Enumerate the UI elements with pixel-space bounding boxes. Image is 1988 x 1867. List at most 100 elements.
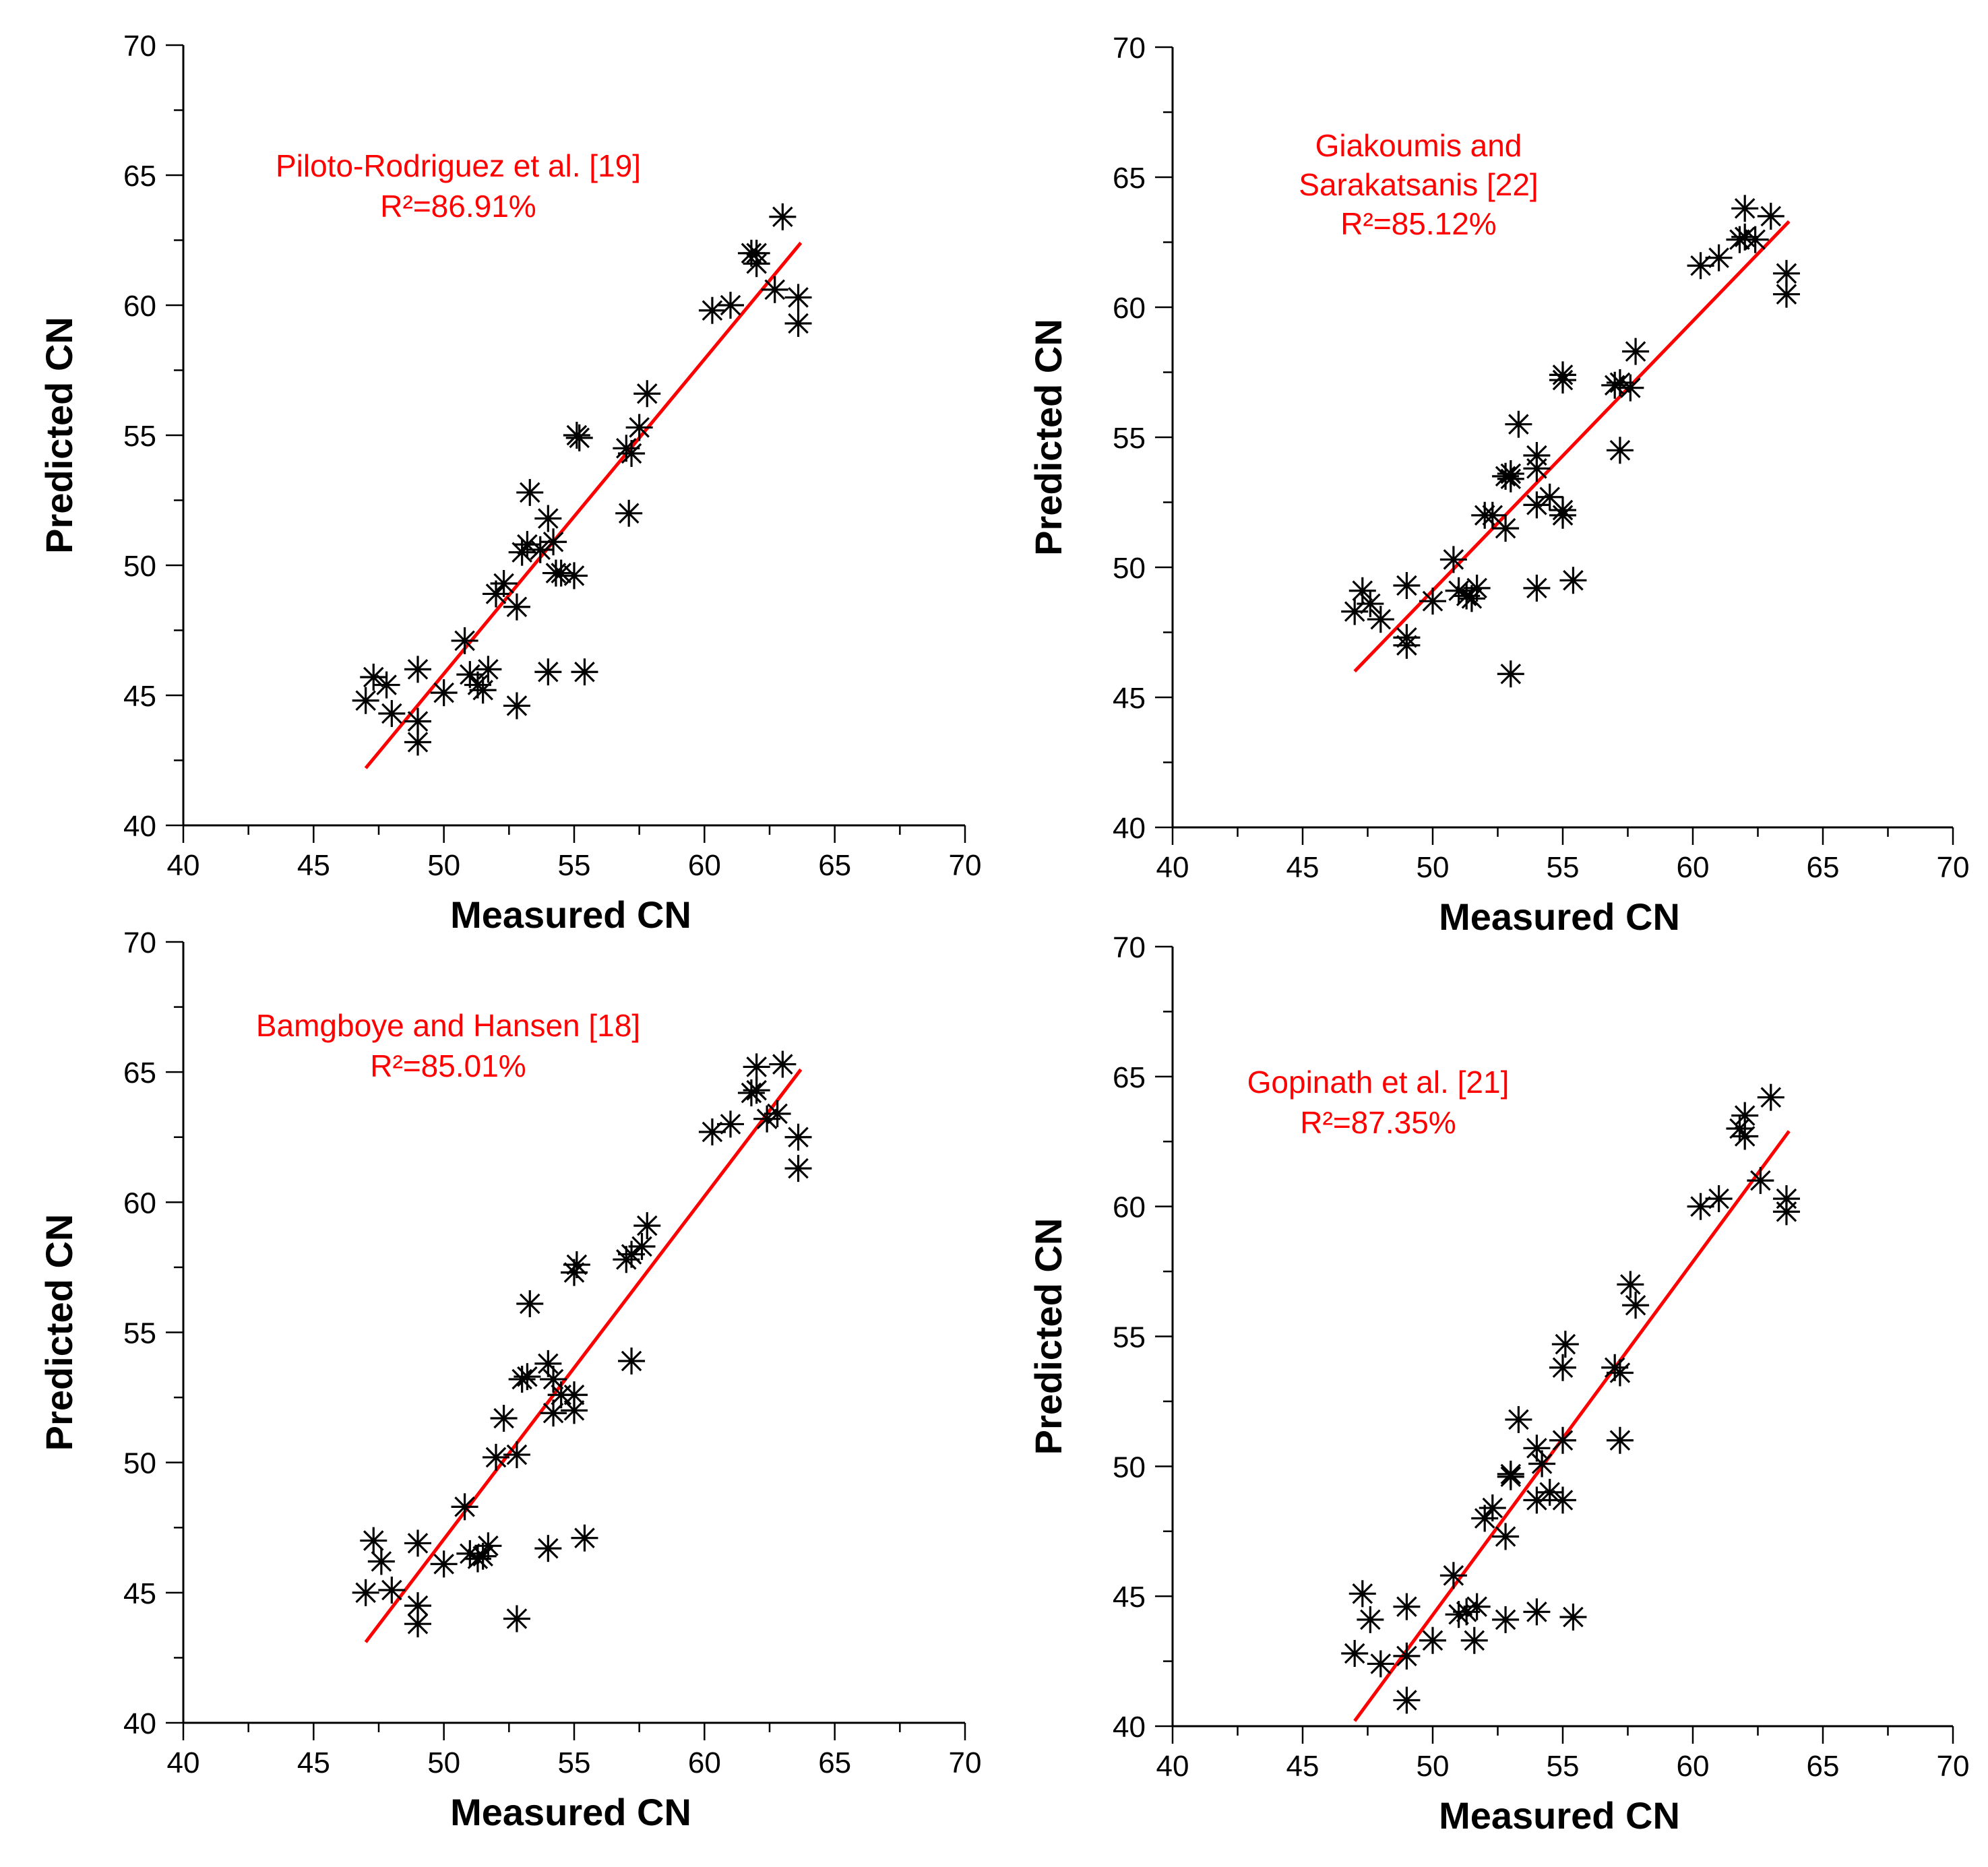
y-tick-label: 45 bbox=[1113, 1581, 1146, 1614]
data-point bbox=[717, 1110, 744, 1138]
x-tick-label: 65 bbox=[818, 849, 851, 882]
x-axis-title: Measured CN bbox=[1439, 895, 1680, 938]
data-point bbox=[1523, 1598, 1551, 1626]
data-point bbox=[1497, 1460, 1524, 1488]
regression-line bbox=[1353, 220, 1791, 673]
annotation-line: R²=87.35% bbox=[1300, 1105, 1456, 1140]
data-point bbox=[1523, 455, 1551, 482]
data-point bbox=[1492, 1523, 1520, 1550]
y-tick-label: 60 bbox=[1113, 292, 1146, 325]
y-tick-label: 40 bbox=[123, 810, 156, 843]
data-point bbox=[451, 627, 478, 654]
data-point bbox=[1367, 1650, 1394, 1678]
data-point bbox=[534, 505, 562, 532]
y-axis-title: Predicted CN bbox=[38, 317, 80, 554]
data-point bbox=[1549, 361, 1576, 389]
data-point bbox=[1523, 574, 1551, 602]
y-tick-label: 70 bbox=[123, 926, 156, 959]
y-tick-label: 70 bbox=[1113, 931, 1146, 964]
data-point bbox=[1731, 1122, 1759, 1150]
data-point bbox=[514, 531, 541, 559]
data-point bbox=[1393, 572, 1421, 600]
panel-gopinath: 40 45 50 55 60 65 70 40 45 50 55 60 65 70 Measured CN P… bbox=[1027, 931, 1969, 1837]
regression-line bbox=[364, 1068, 803, 1643]
data-point bbox=[483, 580, 509, 608]
data-point bbox=[1460, 1626, 1488, 1654]
x-tick-label: 40 bbox=[1156, 1750, 1189, 1783]
data-point bbox=[1747, 1167, 1774, 1195]
y-tick-label: 50 bbox=[1113, 1451, 1146, 1484]
data-point bbox=[1471, 1505, 1499, 1532]
regression-line bbox=[364, 241, 803, 769]
data-point bbox=[404, 1529, 431, 1557]
panel-giakoumis-sarakatsanis: 40 45 50 55 60 65 70 40 45 50 55 60 65 70 Measured CN P… bbox=[1027, 32, 1969, 938]
data-point bbox=[784, 1123, 812, 1151]
data-point bbox=[367, 1548, 395, 1575]
data-point bbox=[743, 1077, 770, 1104]
data-point bbox=[633, 380, 661, 408]
x-tick-label: 50 bbox=[427, 849, 460, 882]
y-tick-label: 50 bbox=[123, 1447, 156, 1480]
data-point bbox=[1348, 1580, 1376, 1608]
x-tick-label: 45 bbox=[1286, 851, 1319, 884]
x-tick-label: 45 bbox=[297, 849, 330, 882]
data-point bbox=[404, 1592, 431, 1620]
x-tick-label: 40 bbox=[1156, 851, 1189, 884]
data-point bbox=[1606, 437, 1634, 464]
data-point bbox=[469, 1542, 497, 1570]
data-point bbox=[571, 658, 598, 686]
data-point bbox=[1705, 244, 1733, 272]
annotation-line: Bamgboye and Hansen [18] bbox=[256, 1008, 640, 1043]
y-tick-label: 65 bbox=[123, 160, 156, 193]
data-point bbox=[784, 284, 812, 311]
y-tick-label: 65 bbox=[1113, 1061, 1146, 1094]
y-tick-label: 40 bbox=[1113, 812, 1146, 845]
data-point bbox=[769, 1050, 797, 1078]
x-tick-label: 55 bbox=[1547, 1750, 1580, 1783]
x-tick-label: 65 bbox=[818, 1746, 851, 1779]
data-point bbox=[483, 1443, 509, 1471]
data-point bbox=[563, 422, 590, 449]
data-point bbox=[451, 1493, 478, 1521]
x-tick-label: 50 bbox=[1417, 851, 1450, 884]
data-point bbox=[1559, 1604, 1587, 1631]
data-point bbox=[1393, 1642, 1421, 1670]
data-point bbox=[1551, 1331, 1579, 1358]
data-point bbox=[378, 700, 406, 728]
data-point bbox=[1622, 1292, 1650, 1319]
x-tick-label: 65 bbox=[1807, 851, 1840, 884]
y-tick-label: 60 bbox=[123, 1186, 156, 1220]
data-point bbox=[769, 203, 797, 230]
data-point bbox=[1772, 280, 1800, 308]
y-tick-label: 55 bbox=[1113, 422, 1146, 455]
x-tick-label: 70 bbox=[1937, 1750, 1970, 1783]
x-tick-label: 55 bbox=[558, 849, 591, 882]
data-point bbox=[503, 692, 530, 720]
data-point bbox=[571, 1524, 598, 1552]
data-point bbox=[764, 1100, 791, 1127]
data-point bbox=[514, 1363, 541, 1391]
x-tick-label: 45 bbox=[297, 1746, 330, 1779]
data-point bbox=[1523, 491, 1551, 519]
x-tick-label: 60 bbox=[1677, 1750, 1710, 1783]
data-point bbox=[1757, 202, 1784, 230]
data-point bbox=[1458, 585, 1485, 612]
data-point bbox=[1523, 1486, 1551, 1514]
data-point bbox=[404, 728, 431, 756]
x-tick-label: 65 bbox=[1807, 1750, 1840, 1783]
y-axis-title: Predicted CN bbox=[1027, 1218, 1069, 1455]
data-point bbox=[615, 499, 643, 527]
data-point bbox=[561, 1381, 588, 1409]
y-tick-label: 55 bbox=[123, 1317, 156, 1350]
data-point bbox=[1606, 1359, 1634, 1387]
data-point bbox=[1367, 606, 1394, 633]
y-tick-label: 55 bbox=[123, 420, 156, 453]
data-point bbox=[698, 296, 726, 324]
data-point bbox=[784, 1155, 812, 1182]
x-tick-label: 40 bbox=[167, 849, 200, 882]
x-tick-label: 60 bbox=[688, 849, 721, 882]
y-tick-label: 55 bbox=[1113, 1321, 1146, 1354]
panel-piloto-rodriguez: 40 45 50 55 60 65 70 40 45 50 55 60 65 70 Measured CN P… bbox=[38, 30, 981, 936]
data-point bbox=[469, 676, 497, 704]
y-tick-label: 50 bbox=[1113, 552, 1146, 585]
